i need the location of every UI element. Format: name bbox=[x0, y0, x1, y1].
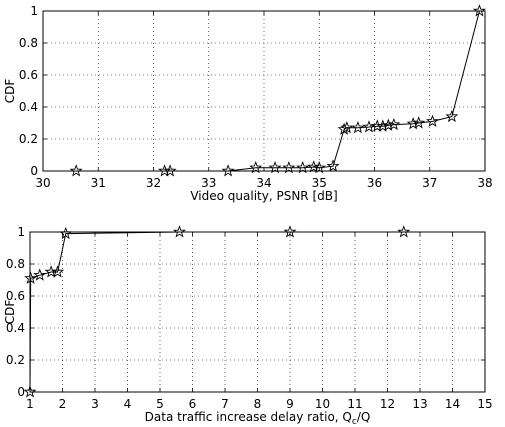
psnr-x-tick-label: 35 bbox=[312, 176, 327, 190]
delay-star-marker bbox=[51, 265, 65, 278]
psnr-star-marker bbox=[221, 164, 235, 177]
delay-x-tick-label: 4 bbox=[124, 397, 132, 411]
delay-cdf-line bbox=[29, 231, 404, 393]
delay-x-tick-label: 13 bbox=[412, 397, 427, 411]
psnr-star-marker bbox=[387, 117, 401, 131]
delay-y-tick-label: 0.6 bbox=[6, 289, 25, 303]
delay-y-tick-label: 0.8 bbox=[6, 257, 25, 271]
delay-chart-grid bbox=[30, 232, 485, 392]
psnr-x-tick-label: 30 bbox=[35, 176, 50, 190]
psnr-star-marker bbox=[406, 117, 420, 130]
psnr-star-marker bbox=[69, 164, 83, 177]
delay-star-marker bbox=[59, 226, 73, 240]
delay-x-tick-label: 11 bbox=[347, 397, 362, 411]
psnr-star-marker bbox=[370, 119, 384, 132]
delay-x-tick-label: 10 bbox=[315, 397, 330, 411]
delay-ratio-cdf-series bbox=[23, 225, 411, 398]
delay-x-axis-label-main: Data traffic increase delay ratio, Q bbox=[145, 410, 352, 424]
delay-x-tick-label: 5 bbox=[156, 397, 164, 411]
psnr-cdf-series bbox=[69, 4, 486, 177]
psnr-star-marker bbox=[362, 120, 376, 133]
delay-x-tick-label: 1 bbox=[26, 397, 34, 411]
psnr-y-tick-label: 0.8 bbox=[19, 36, 38, 50]
delay-star-marker bbox=[397, 225, 411, 238]
psnr-star-marker bbox=[163, 164, 177, 177]
psnr-star-marker bbox=[376, 119, 390, 132]
psnr-star-marker bbox=[412, 116, 426, 129]
psnr-star-marker bbox=[282, 161, 296, 174]
delay-x-tick-label: 9 bbox=[286, 397, 294, 411]
psnr-star-marker bbox=[312, 161, 326, 174]
psnr-x-tick-label: 33 bbox=[201, 176, 216, 190]
delay-y-axis-label: CDF bbox=[3, 300, 17, 325]
psnr-star-marker bbox=[381, 118, 395, 131]
delay-x-tick-label: 3 bbox=[91, 397, 99, 411]
delay-y-tick-label: 0.2 bbox=[6, 353, 25, 367]
psnr-star-marker bbox=[268, 161, 282, 174]
psnr-star-marker bbox=[296, 161, 310, 174]
psnr-cdf-chart: 30 31 32 33 34 35 36 37 38 0 0.2 0.4 0.6 0.8 1 Video q… bbox=[3, 4, 493, 203]
delay-x-tick-label: 2 bbox=[59, 397, 67, 411]
delay-y-tick-label: 0 bbox=[17, 385, 25, 399]
psnr-y-tick-label: 0.2 bbox=[19, 132, 38, 146]
psnr-x-tick-label: 36 bbox=[367, 176, 382, 190]
delay-x-axis-label-tail: /Q bbox=[357, 410, 371, 424]
psnr-star-marker bbox=[340, 121, 354, 134]
psnr-cdf-line bbox=[76, 10, 480, 172]
psnr-y-tick-label: 0.4 bbox=[19, 100, 38, 114]
psnr-y-tick-label: 1 bbox=[30, 4, 38, 18]
psnr-star-marker bbox=[473, 4, 486, 17]
psnr-star-marker bbox=[426, 114, 439, 127]
delay-star-marker bbox=[23, 385, 37, 398]
delay-y-tick-label: 0.4 bbox=[6, 321, 25, 335]
psnr-star-marker bbox=[445, 109, 459, 123]
psnr-x-axis-label: Video quality, PSNR [dB] bbox=[190, 189, 337, 203]
psnr-star-marker bbox=[249, 161, 263, 174]
delay-x-tick-label: 6 bbox=[189, 397, 197, 411]
delay-y-tick-label: 1 bbox=[17, 225, 25, 239]
delay-star-marker bbox=[24, 271, 38, 284]
psnr-star-marker bbox=[326, 159, 340, 172]
delay-x-tick-label: 8 bbox=[254, 397, 262, 411]
delay-x-axis-label: Data traffic increase delay ratio, Qc/Q bbox=[145, 410, 371, 427]
psnr-star-marker bbox=[158, 164, 172, 177]
psnr-chart-ticks: 30 31 32 33 34 35 36 37 38 0 0.2 0.4 0.6 0.8 1 bbox=[19, 4, 493, 190]
psnr-chart-grid bbox=[43, 11, 485, 171]
psnr-y-tick-label: 0 bbox=[30, 164, 38, 178]
delay-star-marker bbox=[33, 268, 47, 281]
psnr-star-marker bbox=[307, 160, 321, 173]
delay-x-tick-label: 14 bbox=[445, 397, 460, 411]
psnr-x-tick-label: 32 bbox=[146, 176, 161, 190]
delay-x-tick-label: 15 bbox=[477, 397, 492, 411]
delay-x-axis-label-subscript: c bbox=[352, 417, 357, 427]
psnr-x-tick-label: 37 bbox=[422, 176, 437, 190]
psnr-star-marker bbox=[351, 121, 365, 134]
psnr-y-tick-label: 0.6 bbox=[19, 68, 38, 82]
psnr-y-axis-label: CDF bbox=[3, 79, 17, 104]
delay-star-marker bbox=[173, 225, 186, 238]
psnr-x-tick-label: 34 bbox=[256, 176, 271, 190]
psnr-x-tick-label: 38 bbox=[477, 176, 492, 190]
delay-star-marker bbox=[283, 225, 297, 238]
delay-x-tick-label: 7 bbox=[221, 397, 229, 411]
delay-x-tick-label: 12 bbox=[380, 397, 395, 411]
psnr-x-tick-label: 31 bbox=[91, 176, 106, 190]
